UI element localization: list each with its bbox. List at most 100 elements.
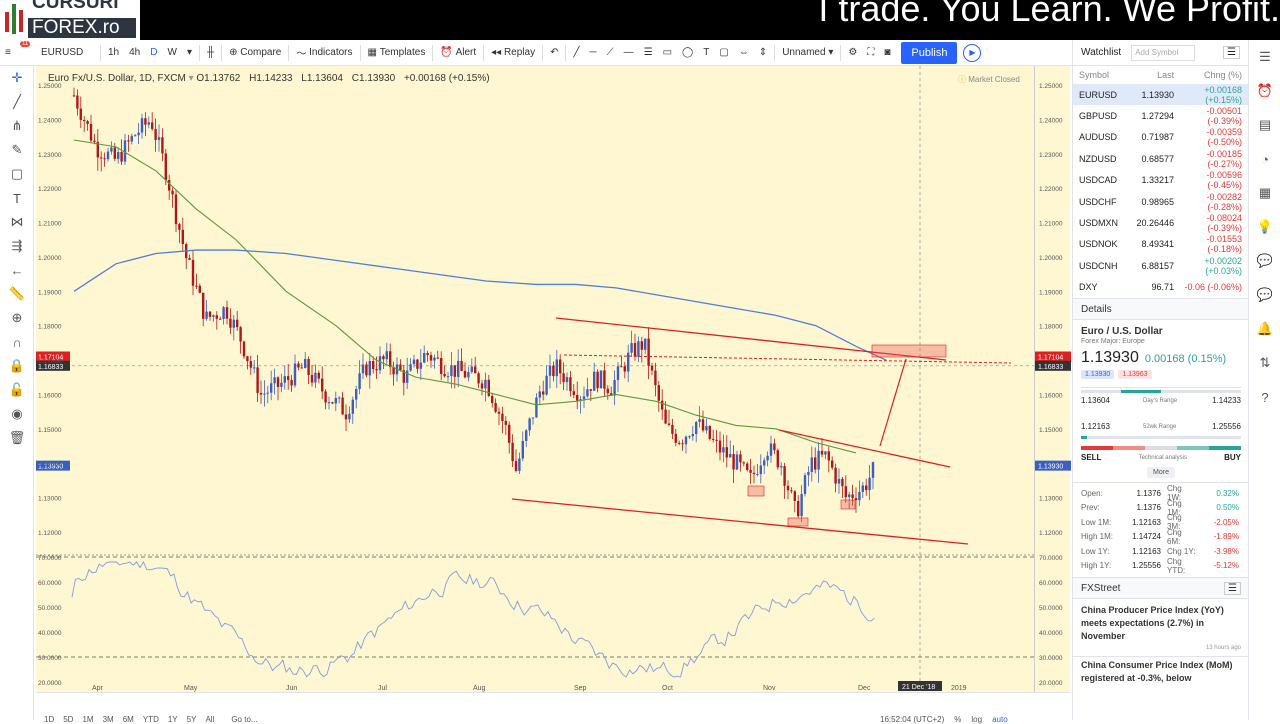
symbol-search[interactable]: EURUSD (41, 47, 84, 58)
trend-line-icon[interactable]: ╱ (573, 47, 580, 58)
watchlist-row[interactable]: USDMXN 20.26446 -0.08024 (-0.39%) (1073, 212, 1248, 233)
callout-icon[interactable]: ▢ (719, 47, 729, 58)
watchlist-row[interactable]: GBPUSD 1.27294 -0.00501 (-0.39%) (1073, 105, 1248, 126)
undo-icon[interactable]: ↶ (550, 47, 559, 58)
watchlist-symbol: AUDUSD (1079, 132, 1118, 143)
watchlist-row[interactable]: USDCNH 6.88157 +0.00202 (+0.03%) (1073, 255, 1248, 276)
stat-value: -2.05% (1213, 517, 1239, 527)
price-chart[interactable]: Apr May Jun Jul Aug Sep Oct Nov Dec 2019 21 Dec '1… (36, 66, 1034, 692)
watchlist-change: +0.00202 (+0.03%) (1204, 255, 1242, 276)
price-tick-label: 1.25000 (1039, 83, 1063, 90)
ruler-icon[interactable]: 📏 (8, 286, 26, 301)
back-arrow-icon[interactable]: ← (10, 262, 24, 278)
fib-icon[interactable]: ☰ (643, 47, 653, 58)
date-range-icon[interactable]: ⇕ (758, 47, 768, 58)
play-icon[interactable]: ▶ (963, 43, 982, 62)
news-options-icon[interactable]: ☰ (1224, 581, 1241, 595)
notifications-icon[interactable]: 🔔 (1256, 321, 1274, 336)
fullscreen-icon[interactable]: ⛶ (867, 47, 875, 58)
watchlist-row[interactable]: USDCHF 0.98965 -0.00282 (-0.28%) (1073, 191, 1248, 212)
alert-button[interactable]: ⏰ Alert (435, 41, 481, 65)
candle-body (348, 413, 351, 420)
brush-icon[interactable]: ✎ (11, 142, 23, 157)
horizontal-ray-icon[interactable]: ─ (589, 47, 597, 58)
calendar-icon[interactable]: ▦ (1258, 185, 1272, 200)
alerts-icon[interactable]: ⏰ (1256, 83, 1274, 98)
watchlist-row[interactable]: AUDUSD 0.71987 -0.00359 (-0.50%) (1073, 127, 1248, 148)
interval-1h[interactable]: 1h (108, 47, 120, 58)
streams-icon[interactable]: 💬 (1256, 287, 1274, 302)
pattern-icon[interactable]: ⋈ (10, 214, 24, 229)
interval-d[interactable]: D (150, 47, 158, 58)
stat-key: High 1M: (1081, 532, 1114, 542)
zoom-in-icon[interactable]: ⊕ (11, 310, 23, 325)
user-menu[interactable]: ≡ 11 (0, 40, 36, 65)
eye-icon[interactable]: ◉ (11, 406, 23, 421)
layout-name-dropdown[interactable]: Unnamed ▾ (782, 47, 834, 58)
text-icon[interactable]: T (703, 47, 710, 58)
shape-icon[interactable]: ▢ (10, 166, 24, 181)
details-header[interactable]: Details (1073, 298, 1249, 320)
news-header[interactable]: FXStreet ☰ (1073, 577, 1249, 599)
prediction-icon[interactable]: ⇶ (11, 238, 23, 253)
rectangle-icon[interactable]: ▭ (662, 47, 673, 58)
text-tool-icon[interactable]: T (13, 190, 21, 206)
watchlist-row[interactable]: USDNOK 8.49341 -0.01553 (-0.18%) (1073, 234, 1248, 255)
news-title[interactable]: China Producer Price Index (YoY) meets e… (1081, 605, 1224, 641)
watchlist-row[interactable]: DXY 96.71 -0.06 (-0.06%) (1073, 277, 1248, 298)
chart-pane[interactable]: Apr May Jun Jul Aug Sep Oct Nov Dec 2019 21 Dec '1… (36, 66, 1034, 692)
interval-4h[interactable]: 4h (129, 47, 141, 58)
list-options-icon[interactable]: ☰ (1223, 46, 1240, 59)
extended-line-icon[interactable]: ⟋ (606, 47, 614, 58)
ideas-icon[interactable]: 💡 (1256, 219, 1274, 234)
time-axis-bg (36, 682, 1034, 692)
lock-icon[interactable]: 🔒 (8, 358, 26, 373)
trash-icon[interactable]: 🗑 (8, 430, 26, 445)
help-icon[interactable]: ? (1261, 389, 1269, 405)
watchlist-row[interactable]: EURUSD 1.13930 +0.00168 (+0.15%) (1073, 84, 1248, 106)
watchlist-title[interactable]: Watchlist (1081, 47, 1122, 58)
interval-w[interactable]: W (167, 47, 177, 58)
news-item[interactable]: China Producer Price Index (YoY) meets e… (1073, 599, 1249, 656)
chart-type-icon[interactable]: ╫ (206, 47, 215, 58)
news-title[interactable]: China Consumer Price Index (MoM) registe… (1081, 660, 1233, 683)
interval-dropdown-icon[interactable]: ▾ (186, 47, 192, 58)
watchlist-icon[interactable]: ☰ (1259, 49, 1271, 64)
watchlist-row[interactable]: NZDUSD 0.68577 -0.00185 (-0.27%) (1073, 148, 1248, 169)
ellipse-icon[interactable]: ◯ (682, 47, 694, 58)
crosshair-icon[interactable]: ✛ (11, 70, 23, 85)
candle-body (161, 137, 164, 154)
candle-body (528, 418, 531, 431)
pitchfork-icon[interactable]: ⋔ (11, 118, 23, 133)
camera-icon[interactable]: ◙ (884, 47, 891, 58)
col-change[interactable]: Chng (%) (1203, 70, 1242, 80)
candle-body (718, 440, 722, 453)
hotlist-icon[interactable]: ◔ (1261, 151, 1269, 167)
replay-button[interactable]: ◂◂ Replay (486, 41, 540, 65)
templates-button[interactable]: ▦ Templates (363, 41, 431, 65)
news-item[interactable]: China Consumer Price Index (MoM) registe… (1073, 656, 1249, 687)
candle-body (103, 158, 106, 160)
more-button[interactable]: More (1147, 467, 1175, 478)
line-tool-icon[interactable]: ╱ (13, 94, 21, 109)
watchlist-change: -0.00359 (-0.50%) (1206, 127, 1242, 148)
add-symbol-input[interactable]: Add Symbol (1131, 44, 1196, 61)
horizontal-line-icon[interactable]: — (623, 47, 634, 58)
candle-body (72, 95, 76, 97)
candle-body (457, 360, 460, 377)
watchlist-row[interactable]: USDCAD 1.33217 -0.00596 (-0.45%) (1073, 170, 1248, 191)
magnet-icon[interactable]: ∩ (12, 334, 22, 350)
measure-icon[interactable]: ⇔ (738, 47, 749, 58)
data-window-icon[interactable]: ▤ (1258, 117, 1272, 132)
settings-gear-icon[interactable]: ⚙ (848, 47, 858, 58)
lock-all-icon[interactable]: 🔓 (8, 382, 26, 397)
dom-icon[interactable]: ⇅ (1259, 355, 1271, 370)
compare-button[interactable]: ⊕ Compare (224, 41, 286, 65)
indicators-button[interactable]: 〜 Indicators (291, 41, 357, 65)
col-symbol[interactable]: Symbol (1079, 70, 1110, 80)
price-axis[interactable]: 1.25000 1.24000 1.23000 1.22000 1.21000 1.200… (1034, 66, 1071, 692)
col-last[interactable]: Last (1157, 70, 1175, 80)
publish-button[interactable]: Publish (901, 41, 958, 64)
slogan: I trade. You Learn. We Profit. (818, 0, 1280, 29)
chat-icon[interactable]: 💬 (1256, 253, 1274, 268)
